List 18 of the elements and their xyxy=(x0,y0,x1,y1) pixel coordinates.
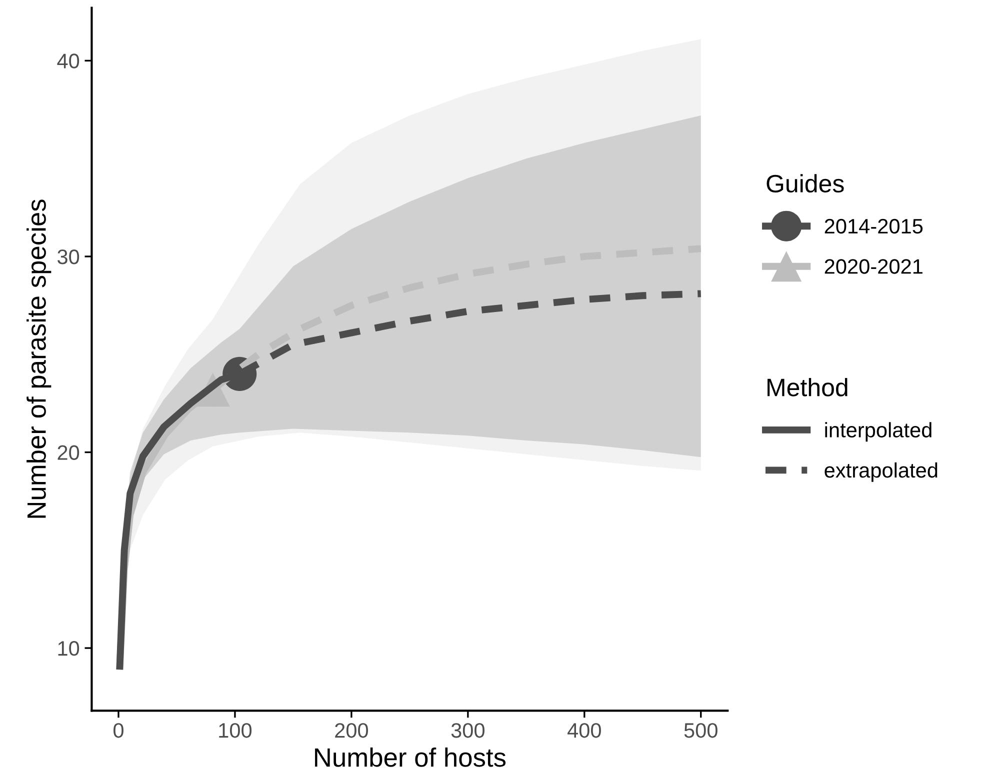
legend-label: extrapolated xyxy=(824,462,938,482)
y-tick-label: 30 xyxy=(58,249,80,264)
x-tick-label: 0 xyxy=(114,723,124,738)
text: Guides xyxy=(766,174,844,193)
y-axis-title: Number of parasite species xyxy=(26,200,52,518)
x-tick-label: 400 xyxy=(568,723,601,738)
x-tick-label: 200 xyxy=(335,723,368,738)
x-tick-label: 300 xyxy=(451,723,484,738)
x-tick-label: 500 xyxy=(684,723,718,738)
y-tick-label: 20 xyxy=(58,445,80,460)
legend-label: 2014-2015 xyxy=(824,218,923,234)
x-axis-title: Number of hosts xyxy=(315,747,506,767)
legend-label: interpolated xyxy=(825,422,932,442)
y-tick-label: 40 xyxy=(57,54,80,68)
y-tick-label: 10 xyxy=(58,641,80,656)
text: Method xyxy=(768,378,848,396)
x-tick-label: 100 xyxy=(219,723,252,738)
legend-label: 2020-2021 xyxy=(824,259,922,274)
